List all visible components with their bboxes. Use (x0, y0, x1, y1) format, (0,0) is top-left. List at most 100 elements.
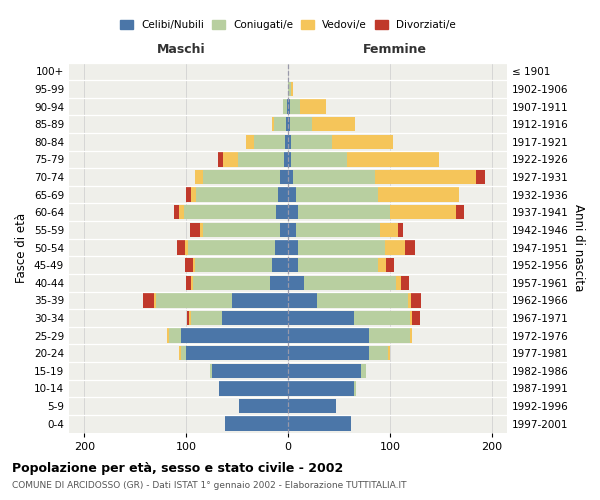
Bar (269, 276, 288, 290)
Bar (186, 346, 288, 360)
Bar (288, 240, 298, 254)
Bar (412, 311, 421, 325)
Bar (212, 364, 288, 378)
Bar (185, 258, 193, 272)
Bar (401, 276, 409, 290)
Bar (254, 134, 285, 149)
Bar (398, 222, 403, 237)
Bar (287, 100, 288, 114)
Bar (209, 364, 212, 378)
Bar (354, 381, 356, 396)
Bar (223, 152, 238, 166)
Bar (188, 240, 275, 254)
Bar (187, 311, 189, 325)
Bar (196, 188, 278, 202)
Bar (298, 258, 377, 272)
Bar (476, 170, 485, 184)
Text: COMUNE DI ARCIDOSSO (GR) - Dati ISTAT 1° gennaio 2002 - Elaborazione TUTTITALIA.: COMUNE DI ARCIDOSSO (GR) - Dati ISTAT 1°… (12, 482, 407, 490)
Bar (288, 364, 361, 378)
Bar (386, 258, 394, 272)
Bar (288, 117, 290, 132)
Bar (288, 328, 370, 343)
Bar (370, 346, 388, 360)
Bar (193, 258, 196, 272)
Bar (189, 311, 191, 325)
Bar (288, 346, 370, 360)
Bar (293, 170, 374, 184)
Text: Maschi: Maschi (157, 44, 205, 57)
Bar (291, 152, 347, 166)
Bar (222, 311, 288, 325)
Bar (225, 416, 288, 431)
Text: Femmine: Femmine (363, 44, 427, 57)
Bar (298, 205, 390, 220)
Bar (288, 311, 354, 325)
Bar (275, 240, 288, 254)
Bar (288, 205, 298, 220)
Bar (290, 117, 313, 132)
Bar (154, 293, 155, 308)
Bar (219, 381, 288, 396)
Bar (232, 293, 288, 308)
Bar (278, 188, 288, 202)
Bar (190, 222, 200, 237)
Bar (410, 311, 412, 325)
Bar (361, 364, 367, 378)
Bar (288, 82, 291, 96)
Bar (196, 170, 203, 184)
Y-axis label: Anni di nascita: Anni di nascita (572, 204, 585, 291)
Bar (239, 399, 288, 413)
Bar (272, 117, 274, 132)
Bar (283, 100, 287, 114)
Bar (300, 100, 326, 114)
Bar (143, 293, 154, 308)
Bar (167, 328, 169, 343)
Bar (288, 134, 291, 149)
Bar (290, 100, 300, 114)
Bar (456, 205, 464, 220)
Bar (374, 170, 476, 184)
Bar (370, 328, 410, 343)
Bar (405, 240, 415, 254)
Bar (218, 152, 223, 166)
Bar (181, 328, 288, 343)
Bar (179, 346, 181, 360)
Bar (191, 276, 193, 290)
Bar (291, 82, 293, 96)
Bar (388, 346, 390, 360)
Bar (410, 328, 412, 343)
Bar (296, 222, 380, 237)
Bar (390, 205, 456, 220)
Bar (411, 293, 421, 308)
Bar (200, 222, 203, 237)
Text: Popolazione per età, sesso e stato civile - 2002: Popolazione per età, sesso e stato civil… (12, 462, 343, 475)
Bar (186, 188, 191, 202)
Bar (280, 222, 288, 237)
Bar (284, 152, 288, 166)
Bar (304, 276, 396, 290)
Bar (288, 152, 291, 166)
Bar (196, 258, 272, 272)
Bar (203, 222, 280, 237)
Bar (181, 346, 186, 360)
Bar (185, 240, 188, 254)
Bar (276, 205, 288, 220)
Bar (377, 188, 459, 202)
Bar (296, 188, 377, 202)
Bar (272, 258, 288, 272)
Bar (177, 240, 185, 254)
Bar (396, 276, 401, 290)
Bar (203, 170, 280, 184)
Bar (179, 205, 184, 220)
Bar (288, 416, 351, 431)
Bar (174, 205, 179, 220)
Bar (377, 258, 386, 272)
Bar (286, 117, 288, 132)
Bar (191, 311, 222, 325)
Bar (408, 293, 411, 308)
Bar (246, 134, 254, 149)
Bar (285, 134, 288, 149)
Bar (288, 100, 290, 114)
Bar (280, 170, 288, 184)
Bar (274, 117, 286, 132)
